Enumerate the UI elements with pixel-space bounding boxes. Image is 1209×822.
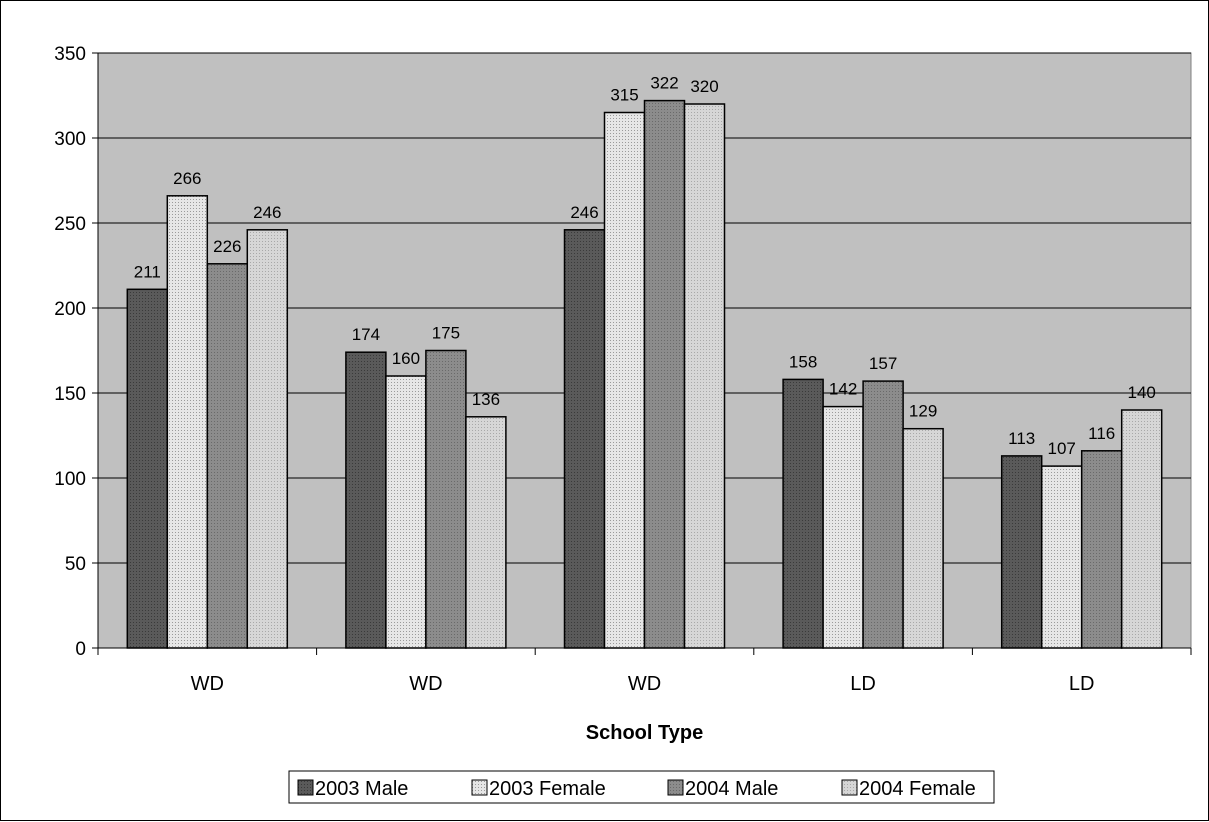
bar-2004-female	[465, 416, 507, 649]
x-tick-label: LD	[850, 673, 876, 695]
data-label: 116	[1088, 424, 1115, 443]
bar-2004-female	[683, 103, 726, 649]
legend: 2003 Male 2003 Female 2004 Male 2004 Female	[288, 770, 995, 804]
legend-label: 2003 Female	[489, 778, 606, 800]
data-label: 136	[472, 390, 500, 409]
bar-2004-male	[643, 99, 686, 649]
bar-2003-male	[1000, 455, 1043, 649]
y-tick-label: 100	[54, 469, 86, 490]
data-label: 315	[610, 86, 638, 105]
legend-label: 2004 Female	[859, 778, 976, 800]
data-label: 246	[570, 203, 598, 222]
data-labels: 211 266 226 246 174 160 175 136 246 315 322 320 158 1…	[134, 74, 1156, 459]
bar-2003-female	[1040, 465, 1083, 649]
y-tick-label: 200	[54, 299, 86, 320]
data-label: 113	[1008, 429, 1035, 448]
data-label: 107	[1048, 439, 1076, 458]
bar-2003-male	[126, 288, 169, 649]
bar-2004-female	[246, 229, 289, 649]
y-tick-label: 0	[75, 639, 86, 660]
bar-2003-female	[822, 405, 864, 649]
data-label: 320	[690, 77, 718, 96]
legend-swatch	[471, 779, 488, 796]
legend-swatch	[667, 779, 684, 796]
bar-2004-female	[902, 427, 944, 649]
data-label: 246	[253, 203, 281, 222]
y-tick-label: 50	[65, 554, 86, 575]
legend-label: 2004 Male	[685, 778, 778, 800]
data-label: 211	[134, 262, 161, 281]
bar-2004-male	[206, 263, 249, 649]
x-tick-label: WD	[628, 673, 661, 695]
legend-box	[288, 770, 995, 804]
y-tick-label: 150	[54, 384, 86, 405]
bars	[126, 99, 1163, 649]
data-label: 266	[173, 169, 201, 188]
data-label: 129	[909, 402, 937, 421]
bar-2003-male	[345, 351, 387, 649]
data-label: 175	[432, 324, 460, 343]
data-label: 157	[869, 354, 897, 373]
data-label: 160	[392, 349, 420, 368]
x-tick-label: WD	[191, 673, 224, 695]
bar-2003-male	[782, 378, 824, 649]
bar-2004-male	[425, 349, 467, 649]
bar-2003-female	[166, 195, 209, 649]
bar-2004-male	[1080, 450, 1123, 649]
x-axis-title: School Type	[586, 722, 703, 744]
y-tick-label: 350	[54, 44, 86, 65]
x-tick-label: WD	[409, 673, 442, 695]
bar-2003-male	[563, 229, 606, 649]
axes: 0 50 100 150 200 250 300 350 WD WD WD LD LD	[54, 44, 1192, 695]
legend-label: 2003 Male	[315, 778, 408, 800]
bar-2004-female	[1120, 409, 1163, 649]
data-label: 322	[650, 74, 678, 93]
y-tick-label: 250	[54, 214, 86, 235]
legend-swatch	[841, 779, 858, 796]
data-label: 140	[1128, 383, 1156, 402]
y-tick-label: 300	[54, 129, 86, 150]
x-tick-label: LD	[1069, 673, 1095, 695]
data-label: 158	[789, 352, 817, 371]
legend-swatch	[297, 779, 314, 796]
bar-2003-female	[603, 111, 646, 649]
data-label: 226	[213, 237, 241, 256]
data-label: 142	[829, 380, 857, 399]
data-label: 174	[352, 325, 380, 344]
bar-2004-male	[862, 380, 904, 649]
bar-2003-female	[385, 375, 427, 649]
